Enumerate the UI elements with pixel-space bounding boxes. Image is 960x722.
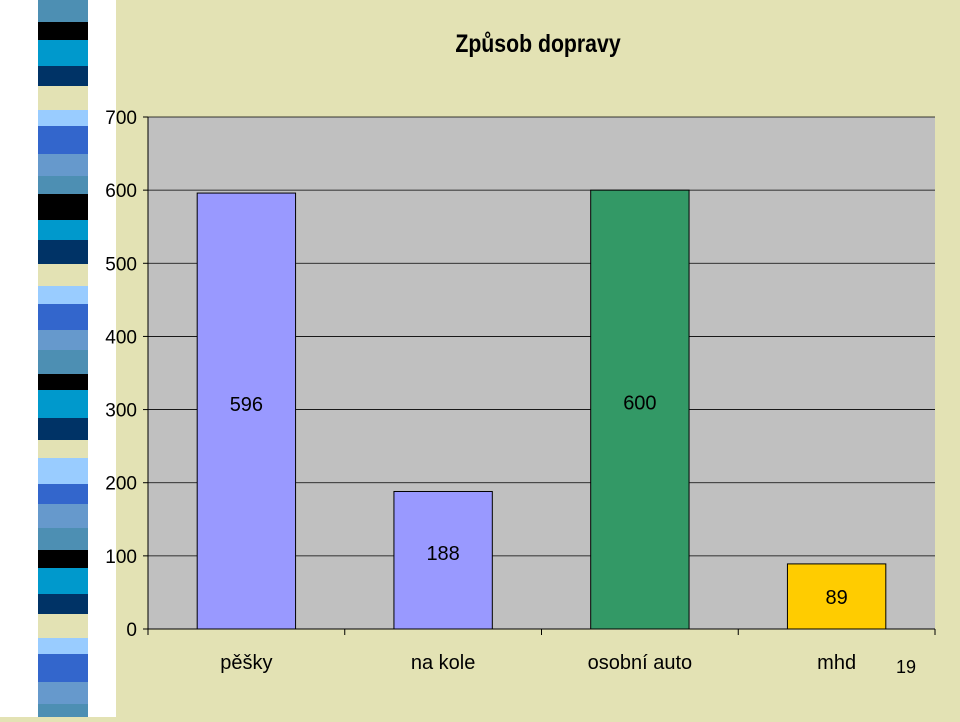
stripe-band [38,286,88,304]
stripe-band [38,86,88,110]
y-tick-label: 700 [105,108,137,129]
category-label: pěšky [220,652,272,674]
stripe-band [38,22,88,40]
stripe-band [38,240,88,264]
bar-4 [786,563,887,630]
stripe-band [38,654,88,682]
stripe-band [38,304,88,330]
stripe-band [38,484,88,504]
stripe-band [38,110,88,126]
data-label: 89 [826,587,848,609]
category-label: osobní auto [588,652,693,674]
data-labels: 596 188 600 89 [230,393,848,609]
bar-2 [393,490,493,630]
stripe-band [38,528,88,550]
bar-3 [590,189,690,630]
stripe-band [38,194,88,220]
stripe-band [38,330,88,350]
data-label: 188 [426,543,459,565]
stripe-band [38,390,88,418]
y-tick-label: 300 [105,401,137,422]
stripe-band [38,350,88,374]
bar-1 [196,192,297,630]
stripe-band [38,126,88,154]
stripe-band [38,264,88,286]
y-tick-label: 600 [105,181,137,202]
stripe-band [38,154,88,176]
axes: 0 100 200 300 400 500 600 700 pěšky na kole osobní… [105,108,936,674]
y-tick-label: 400 [105,327,137,348]
page-number: 19 [896,657,917,677]
data-label: 600 [623,393,656,415]
stripe-pattern-graphic [38,0,88,722]
y-tick-label: 0 [126,620,137,641]
y-tick-label: 500 [105,254,137,275]
stripe-band [38,440,88,458]
stripe-band [38,568,88,594]
stripe-band [38,66,88,86]
chart-title: Způsob dopravy [455,30,621,58]
stripe-band [38,682,88,704]
stripe-band [38,40,88,66]
stripe-band [38,374,88,390]
stripe-band [38,638,88,654]
y-tick-label: 200 [105,474,137,495]
data-label: 596 [230,394,263,416]
stripe-band [38,550,88,568]
stripe-band [38,504,88,528]
stripe-band [38,0,88,22]
category-label: na kole [411,652,476,674]
stripe-band [38,614,88,638]
stripe-band [38,220,88,240]
bars [196,189,887,630]
y-tick-label: 100 [105,547,137,568]
decorative-stripe-panel [0,0,116,722]
stripe-band [38,418,88,440]
stripe-band [38,594,88,614]
stripe-band [38,176,88,194]
stripe-band [38,458,88,484]
category-label: mhd [817,652,856,674]
